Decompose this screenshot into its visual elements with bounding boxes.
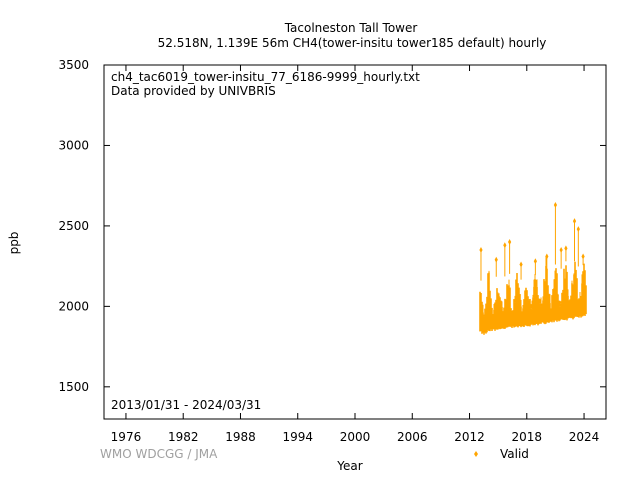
data-point-outlier <box>576 226 580 233</box>
data-point-outlier <box>494 256 498 263</box>
data-point-outlier <box>572 218 577 225</box>
x-tick-label: 2006 <box>397 430 428 444</box>
data-point-outlier <box>519 261 523 268</box>
provider-annotation: Data provided by UNIVBRIS <box>111 84 276 98</box>
data-point-outlier <box>564 245 568 252</box>
y-axis-label: ppb <box>7 232 21 255</box>
y-tick-label: 2000 <box>58 299 89 313</box>
x-tick-label: 2018 <box>512 430 543 444</box>
x-tick-label: 2000 <box>340 430 371 444</box>
data-point-outlier <box>503 242 507 249</box>
chart-subtitle: 52.518N, 1.139E 56m CH4(tower-insitu tow… <box>158 36 547 50</box>
plot-frame <box>103 64 607 420</box>
x-axis: 1976 1982 1988 1994 2000 2006 2012 2018 2024 <box>111 65 600 444</box>
data-point-outlier <box>559 247 563 254</box>
y-tick-label: 1500 <box>58 380 89 394</box>
y-axis: 1500 2000 2500 3000 3500 <box>58 58 606 394</box>
y-tick-label: 3500 <box>58 58 89 72</box>
file-name-annotation: ch4_tac6019_tower-insitu_77_6186-9999_ho… <box>111 70 420 84</box>
x-tick-label: 1982 <box>168 430 199 444</box>
credit-text: WMO WDCGG / JMA <box>100 447 218 461</box>
x-tick-label: 1988 <box>225 430 256 444</box>
x-tick-label: 1976 <box>111 430 142 444</box>
legend: Valid <box>474 447 529 461</box>
y-tick-label: 2500 <box>58 219 89 233</box>
data-point-outlier <box>508 239 512 245</box>
plot-data <box>479 201 587 335</box>
date-range-annotation: 2013/01/31 - 2024/03/31 <box>111 398 261 412</box>
x-tick-label: 2012 <box>454 430 485 444</box>
y-tick-label: 3000 <box>58 138 89 152</box>
x-tick-label: 1994 <box>282 430 313 444</box>
legend-label-valid: Valid <box>500 447 529 461</box>
data-point-outlier <box>545 253 549 260</box>
chart-title: Tacolneston Tall Tower <box>284 21 418 35</box>
data-point-outlier <box>479 247 483 254</box>
x-axis-label: Year <box>336 459 362 473</box>
data-point-outlier <box>581 253 585 260</box>
data-point-outlier <box>553 201 558 208</box>
legend-marker-valid <box>474 451 478 457</box>
data-point-outlier <box>533 258 537 265</box>
x-tick-label: 2024 <box>569 430 600 444</box>
